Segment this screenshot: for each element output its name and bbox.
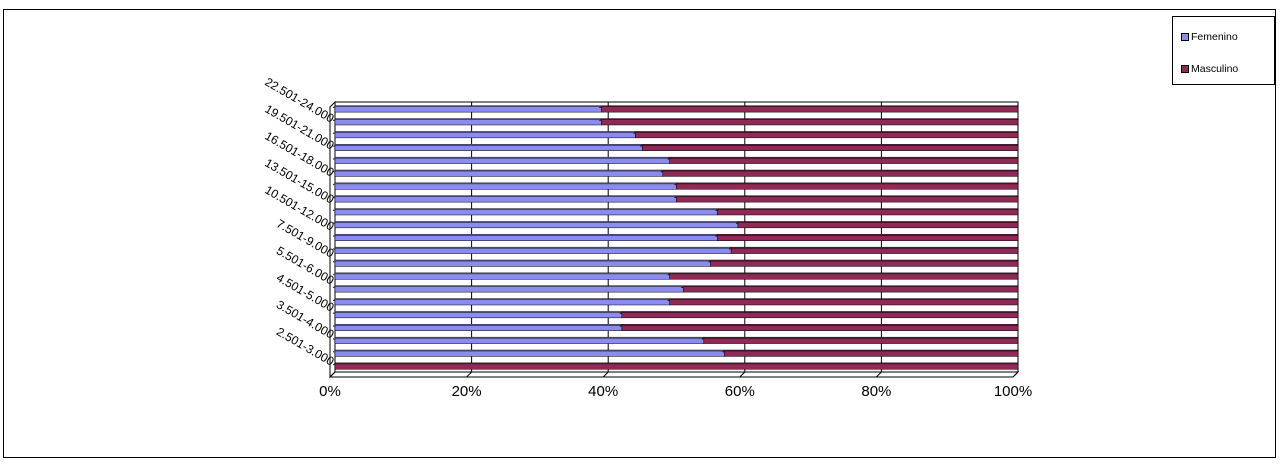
- legend-swatch-femenino: [1181, 33, 1189, 41]
- bar-segment: [730, 247, 1019, 254]
- legend-entry-masculino: Masculino: [1181, 63, 1238, 75]
- chart-area: [3, 9, 1276, 458]
- legend-swatch-masculino: [1181, 65, 1189, 73]
- x-tick-label: 80%: [861, 383, 891, 400]
- bar-segment: [334, 196, 677, 203]
- bar-segment: [334, 325, 623, 331]
- bar-segment: [334, 247, 732, 254]
- legend-label-masculino: Masculino: [1191, 63, 1239, 75]
- legend: Femenino Masculino: [1172, 16, 1275, 85]
- gridline-floor: [739, 371, 746, 378]
- bar-segment: [717, 209, 1019, 216]
- bar-segment: [334, 145, 643, 151]
- bar-segment: [334, 106, 602, 113]
- bar-segment: [334, 337, 705, 344]
- bar-segment: [669, 299, 1019, 306]
- bar-segment: [601, 106, 1019, 113]
- gridline-floor: [329, 371, 336, 378]
- gridline-floor: [602, 371, 609, 378]
- bar-segment: [642, 145, 1019, 151]
- gridline-floor: [466, 371, 472, 378]
- bar-segment: [334, 157, 670, 164]
- bar-segment: [334, 209, 718, 216]
- x-tick-label: 40%: [588, 383, 618, 400]
- bar-segment: [334, 286, 684, 293]
- bar-segment: [737, 222, 1019, 229]
- bar-segment: [334, 273, 670, 280]
- bar-segment: [334, 235, 718, 241]
- floor: [328, 371, 1020, 378]
- bar-segment: [669, 273, 1019, 280]
- bar-segment: [601, 119, 1019, 126]
- bar-segment: [703, 337, 1019, 344]
- bar-segment: [334, 299, 670, 306]
- bar-segment: [334, 183, 677, 190]
- bar-segment: [334, 170, 664, 177]
- bar-segment: [635, 132, 1019, 139]
- bar-segment: [334, 312, 623, 319]
- legend-label-femenino: Femenino: [1191, 31, 1238, 43]
- bar-segment: [724, 350, 1019, 357]
- gridline-floor: [876, 371, 882, 378]
- x-tick-label: 60%: [725, 383, 755, 400]
- bar-segment: [717, 235, 1019, 241]
- x-tick-label: 0%: [319, 383, 341, 400]
- bar-segment: [334, 119, 602, 126]
- bar-segment: [334, 350, 725, 357]
- bar-segment: [334, 260, 711, 267]
- bar-segment: [669, 157, 1019, 164]
- bar-segment: [621, 312, 1019, 319]
- bar-segment: [621, 325, 1019, 331]
- bar-segment: [710, 260, 1019, 267]
- x-tick-label: 100%: [994, 383, 1032, 400]
- bar-segment: [334, 132, 636, 139]
- bar-segment: [676, 196, 1019, 203]
- bar-segment: [676, 183, 1019, 190]
- bar-segment: [662, 170, 1019, 177]
- gridline-floor: [1012, 371, 1019, 378]
- legend-entry-femenino: Femenino: [1181, 31, 1238, 43]
- bar-segment: [334, 222, 739, 229]
- bar-segment: [334, 363, 1019, 370]
- x-tick-label: 20%: [452, 383, 482, 400]
- bar-segment: [683, 286, 1019, 293]
